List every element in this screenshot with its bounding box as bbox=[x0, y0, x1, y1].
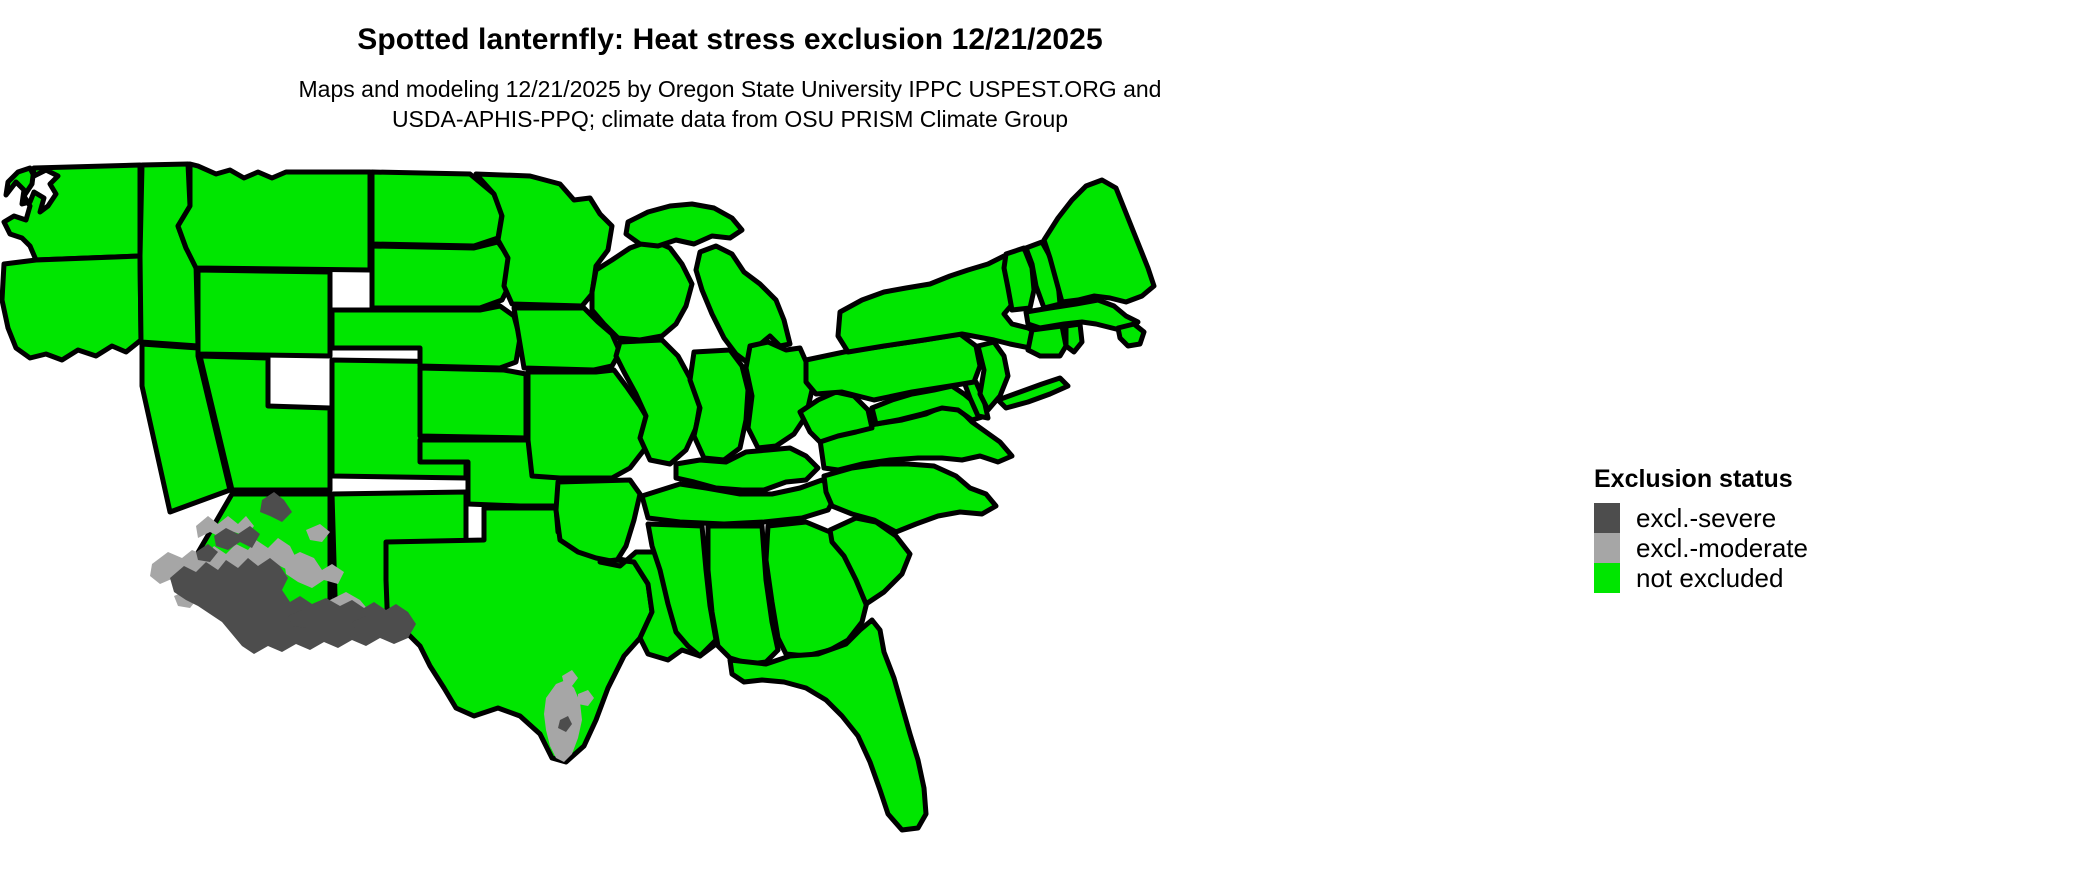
subtitle-line-1: Maps and modeling 12/21/2025 by Oregon S… bbox=[298, 76, 1162, 102]
state-northcarolina bbox=[821, 461, 999, 535]
island-cape-cod bbox=[1115, 321, 1147, 349]
state-michigan-upper bbox=[623, 201, 745, 249]
island-long-island bbox=[995, 375, 1071, 411]
state-rhodeisland bbox=[1063, 321, 1085, 355]
state-connecticut bbox=[1025, 323, 1069, 359]
legend-label-not-excluded: not excluded bbox=[1636, 562, 1784, 593]
subtitle-line-2: USDA-APHIS-PPQ; climate data from OSU PR… bbox=[391, 106, 1069, 133]
state-kentucky bbox=[673, 445, 821, 493]
state-michigan-lower bbox=[693, 243, 793, 369]
exclusion-severe-southwest bbox=[170, 492, 416, 654]
state-newyork bbox=[835, 253, 1047, 355]
legend-item-excl-severe[interactable]: excl.-severe bbox=[1594, 502, 2034, 533]
legend-item-excl-moderate[interactable]: excl.-moderate bbox=[1594, 532, 2034, 563]
exclusion-overlay-southwest bbox=[150, 492, 416, 654]
state-ohio bbox=[743, 339, 815, 451]
exclusion-overlay-south-texas bbox=[544, 670, 594, 762]
page-title: Spotted lanternfly: Heat stress exclusio… bbox=[357, 23, 1103, 56]
legend-label-excl-severe: excl.-severe bbox=[1636, 502, 1777, 533]
choropleth-map bbox=[0, 160, 1580, 892]
legend-item-not-excluded[interactable]: not excluded bbox=[1594, 562, 2034, 593]
state-southdakota bbox=[369, 239, 515, 311]
title-block: Spotted lanternfly: Heat stress exclusio… bbox=[0, 0, 1460, 135]
legend-swatch-excl-severe bbox=[1594, 502, 1620, 533]
map-svg bbox=[0, 161, 1157, 833]
state-maine bbox=[1041, 177, 1157, 305]
legend-items: excl.-severe excl.-moderate not excluded bbox=[1594, 502, 2034, 593]
state-wyoming bbox=[195, 267, 333, 359]
legend-label-excl-moderate: excl.-moderate bbox=[1636, 532, 1808, 563]
state-illinois bbox=[613, 337, 703, 467]
state-mississippi bbox=[645, 521, 719, 659]
legend-swatch-not-excluded bbox=[1594, 562, 1620, 593]
state-oregon bbox=[0, 253, 144, 363]
exclusion-severe-south-texas bbox=[558, 716, 572, 732]
state-florida bbox=[727, 617, 929, 833]
state-washington bbox=[1, 162, 143, 263]
state-indiana bbox=[687, 347, 751, 463]
subtitle: Maps and modeling 12/21/2025 by Oregon S… bbox=[0, 74, 1460, 135]
legend-swatch-excl-moderate bbox=[1594, 532, 1620, 563]
state-kansas bbox=[417, 365, 529, 441]
state-montana bbox=[175, 161, 373, 273]
state-nebraska bbox=[329, 303, 523, 371]
legend-title: Exclusion status bbox=[1594, 465, 1793, 493]
state-newjersey bbox=[975, 339, 1011, 413]
map-legend: Exclusion status excl.-severe excl.-mode… bbox=[1594, 465, 2034, 593]
